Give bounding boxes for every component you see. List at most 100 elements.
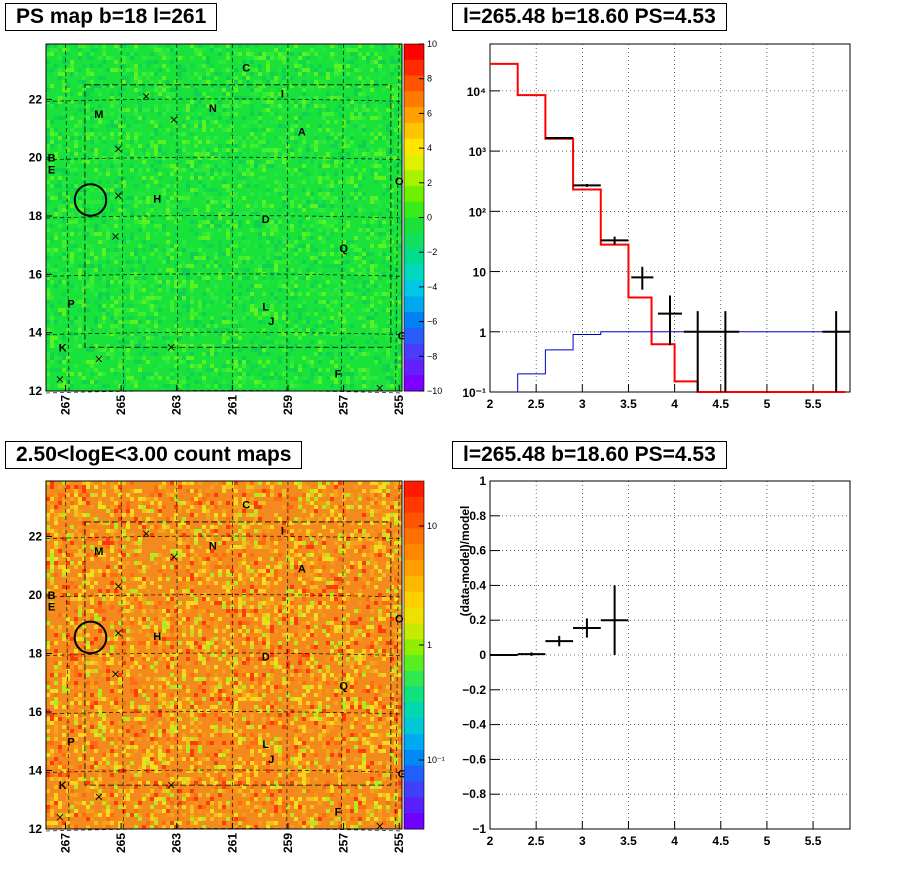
y-tick-label: 22	[29, 530, 43, 544]
x-tick-label: 4	[671, 834, 678, 848]
colorbar-swatch	[404, 154, 424, 171]
x-tick-label: 2.5	[528, 397, 545, 411]
colorbar-swatch	[404, 560, 424, 577]
source-label: O	[395, 176, 404, 188]
x-tick-label: 259	[281, 833, 295, 853]
colorbar-swatch	[404, 375, 424, 392]
source-cross	[170, 553, 178, 561]
colorbar-swatch	[404, 781, 424, 798]
colorbar-swatch	[404, 496, 424, 514]
parallel-line	[45, 769, 403, 773]
colorbar-swatch	[404, 813, 424, 830]
y-tick-label: −0.2	[462, 683, 486, 697]
x-tick-label: 263	[170, 395, 184, 415]
x-tick-label: 2	[487, 834, 494, 848]
source-label: F	[335, 369, 342, 381]
x-tick-label: 5	[764, 397, 771, 411]
colorbar-swatch	[404, 107, 424, 124]
residual-title: l=265.48 b=18.60 PS=4.53	[452, 441, 727, 469]
source-cross	[170, 116, 178, 124]
colorbar-swatch	[404, 655, 424, 672]
source-cross	[114, 629, 122, 637]
colorbar-swatch	[404, 359, 424, 376]
y-tick-label: 18	[29, 647, 43, 661]
source-label: B	[48, 153, 56, 165]
y-tick-label: 16	[29, 267, 43, 281]
source-label: P	[67, 736, 74, 748]
plot-frame	[489, 43, 851, 393]
parallel-line	[45, 711, 403, 715]
x-tick-label: 261	[225, 395, 239, 415]
meridian-line	[176, 480, 179, 830]
source-label: H	[153, 631, 161, 643]
y-tick-label: −0.6	[462, 752, 486, 766]
source-label: L	[262, 301, 269, 313]
colorbar-swatch	[404, 718, 424, 735]
colorbar-frame	[403, 480, 425, 830]
source-label: L	[262, 739, 269, 751]
colorbar-tick-label: 1	[427, 640, 432, 650]
source-label: K	[59, 780, 67, 792]
source-label: H	[153, 194, 161, 206]
y-tick-label: 0.4	[469, 578, 486, 592]
colorbar-swatch	[404, 280, 424, 297]
source-label: A	[298, 126, 306, 138]
source-cross	[167, 781, 175, 789]
y-tick-label: 20	[29, 588, 43, 602]
parallel-line	[45, 652, 403, 656]
parallel-line	[45, 156, 403, 161]
parallel-line	[45, 215, 403, 219]
colorbar-swatch	[404, 75, 424, 92]
y-tick-label: −0.4	[462, 718, 486, 732]
count-map-grid	[45, 480, 403, 832]
roi-box	[84, 84, 392, 348]
colorbar-swatch	[404, 797, 424, 814]
colorbar-tick-label: −6	[427, 317, 437, 327]
colorbar-tick-label: 4	[427, 143, 432, 153]
source-label: F	[335, 806, 342, 818]
x-tick-label: 4	[671, 397, 678, 411]
source-label: O	[395, 613, 404, 625]
x-tick-label: 3	[579, 397, 586, 411]
source-label: D	[262, 214, 270, 226]
x-tick-label: 257	[337, 833, 351, 853]
source-label: A	[298, 564, 306, 576]
colorbar-swatch	[404, 623, 424, 640]
x-tick-label: 2	[487, 397, 494, 411]
source-label: M	[94, 546, 103, 558]
colorbar-tick-label: 10	[427, 521, 437, 531]
y-tick-label: 10⁻¹	[462, 386, 486, 400]
source-label: J	[268, 316, 274, 328]
colorbar-swatch	[404, 607, 424, 624]
colorbar-swatch	[404, 312, 424, 329]
y-tick-label: 10	[473, 266, 487, 280]
colorbar-tick-label: −10	[427, 386, 442, 396]
colorbar-swatch	[404, 91, 424, 108]
colorbar-swatch	[404, 170, 424, 187]
y-tick-label: 12	[29, 384, 43, 398]
residual-chart: 2 2.5 3 3.5 4 4.5 5 5.5 1 0.8 0.6 0.4 0.2 0 −0.2 −0.4 −0…	[458, 474, 851, 848]
colorbar-tick-label: −8	[427, 351, 437, 361]
colorbar-swatch	[404, 639, 424, 656]
source-cross	[56, 813, 64, 821]
source-cross	[114, 192, 122, 199]
colorbar-swatch	[404, 528, 424, 545]
x-tick-label: 4.5	[712, 834, 729, 848]
target-circle	[73, 183, 108, 217]
x-tick-label: 255	[392, 833, 406, 853]
colorbar-swatch	[404, 591, 424, 609]
source-cross	[114, 582, 122, 590]
colorbar-swatch	[404, 296, 424, 313]
y-tick-label: 0.2	[469, 613, 486, 627]
colorbar-tick-label: 6	[427, 108, 432, 118]
meridian-line	[176, 43, 179, 392]
source-label: J	[268, 754, 274, 766]
colorbar-swatch	[404, 233, 424, 250]
x-tick-label: 261	[225, 833, 239, 853]
y-tick-label: 12	[29, 822, 43, 836]
y-tick-label: 10³	[469, 145, 486, 159]
x-tick-label: 265	[114, 833, 128, 853]
colorbar-swatch	[404, 343, 424, 360]
